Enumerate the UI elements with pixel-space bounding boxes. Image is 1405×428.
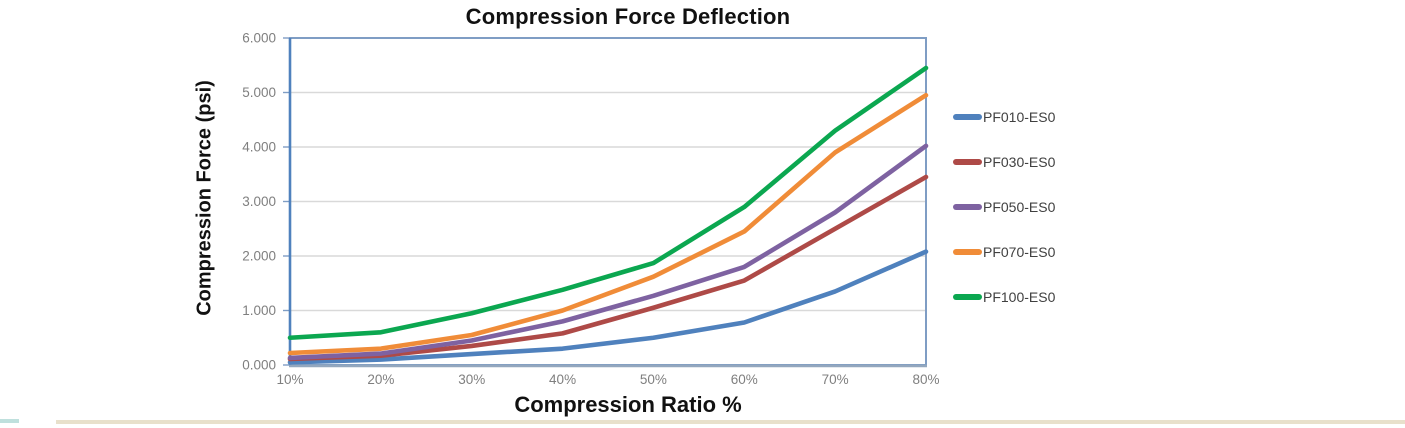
legend-item: PF030-ES0 [953, 139, 1055, 184]
y-tick-label: 3.000 [242, 194, 276, 209]
legend-swatch [953, 113, 982, 120]
x-tick-label: 20% [367, 372, 394, 387]
series-line-PF100-ES0 [287, 65, 929, 341]
y-tick-label: 5.000 [242, 85, 276, 100]
corner-accent-strip [0, 419, 19, 423]
y-tick-label: 6.000 [242, 31, 276, 46]
legend-item: PF010-ES0 [953, 94, 1055, 139]
chart-title: Compression Force Deflection [465, 4, 791, 29]
legend-label: PF100-ES0 [983, 288, 1056, 305]
x-tick-label: 70% [822, 372, 849, 387]
legend-swatch [953, 293, 982, 300]
series-line-PF010-ES0 [287, 249, 929, 365]
legend-item: PF100-ES0 [953, 274, 1055, 319]
legend-label: PF030-ES0 [983, 153, 1056, 170]
x-tick-label: 80% [912, 372, 939, 387]
x-tick-label: 60% [731, 372, 758, 387]
x-axis-title: Compression Ratio % [514, 392, 742, 417]
legend-swatch [953, 248, 982, 255]
x-tick-label: 50% [640, 372, 667, 387]
legend-item: PF070-ES0 [953, 229, 1055, 274]
legend-label: PF070-ES0 [983, 243, 1056, 260]
legend-label: PF010-ES0 [983, 108, 1056, 125]
legend-swatch [953, 158, 982, 165]
y-tick-label: 0.000 [242, 358, 276, 373]
bottom-accent-strip [56, 420, 1405, 424]
chart-legend: PF010-ES0 PF030-ES0 PF050-ES0 PF070-ES0 PF10… [953, 94, 1055, 319]
x-tick-label: 30% [458, 372, 485, 387]
x-tick-label: 40% [549, 372, 576, 387]
legend-swatch [953, 203, 982, 210]
legend-label: PF050-ES0 [983, 198, 1056, 215]
x-tick-label: 10% [276, 372, 303, 387]
y-tick-label: 2.000 [242, 249, 276, 264]
legend-item: PF050-ES0 [953, 184, 1055, 229]
series-line-PF050-ES0 [287, 143, 929, 361]
y-tick-label: 4.000 [242, 140, 276, 155]
series-line-PF070-ES0 [287, 92, 929, 356]
y-tick-label: 1.000 [242, 303, 276, 318]
series-line-PF030-ES0 [287, 174, 929, 362]
